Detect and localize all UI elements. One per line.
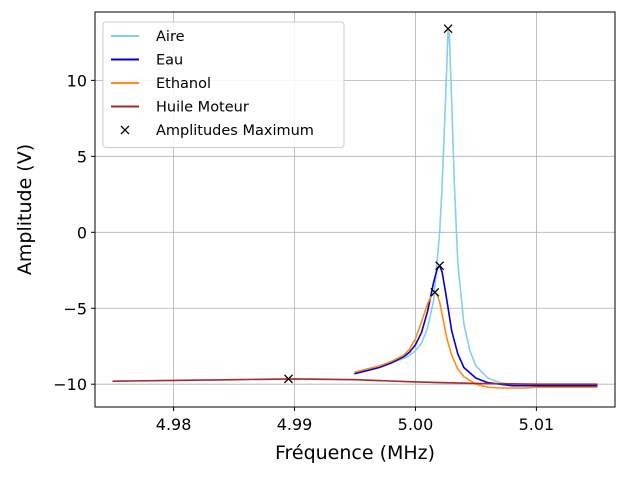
series-line-ethanol xyxy=(354,291,598,389)
max-amplitude-marker xyxy=(430,287,440,297)
x-tick-label: 4.99 xyxy=(277,415,313,434)
legend-label: Eau xyxy=(156,53,183,69)
legend-label: Aire xyxy=(156,29,185,45)
y-tick-label: 5 xyxy=(77,147,87,166)
y-tick-label: 10 xyxy=(67,71,87,90)
y-tick-label: 0 xyxy=(77,223,87,242)
x-tick-label: 4.98 xyxy=(156,415,192,434)
y-tick-label: −10 xyxy=(53,375,87,394)
max-amplitude-marker xyxy=(443,24,453,34)
y-tick-label: −5 xyxy=(63,299,87,318)
max-amplitude-marker xyxy=(435,261,445,271)
legend-label: Amplitudes Maximum xyxy=(156,123,314,139)
x-tick-label: 5.01 xyxy=(519,415,555,434)
series-line-aire xyxy=(354,27,598,387)
max-amplitude-markers xyxy=(284,24,453,384)
y-axis-title: Amplitude (V) xyxy=(14,144,36,275)
max-amplitude-marker xyxy=(284,374,293,384)
plot-area-frame xyxy=(94,11,616,408)
series-lines xyxy=(112,27,598,389)
x-axis-title: Fréquence (MHz) xyxy=(275,442,435,464)
legend: Aire Eau Ethanol Huile Moteur Amplitudes Max… xyxy=(102,21,345,148)
legend-label: Ethanol xyxy=(156,76,211,92)
legend-label: Huile Moteur xyxy=(156,100,249,116)
series-line-huile-moteur xyxy=(112,378,598,386)
series-line-eau xyxy=(354,264,598,387)
legend-marker-swatch xyxy=(120,125,130,135)
legend-box xyxy=(102,21,345,148)
x-tick-label: 5.00 xyxy=(398,415,434,434)
axis-ticks: 4.98 4.99 5.00 5.01 −10 −5 0 5 10 xyxy=(53,71,554,434)
